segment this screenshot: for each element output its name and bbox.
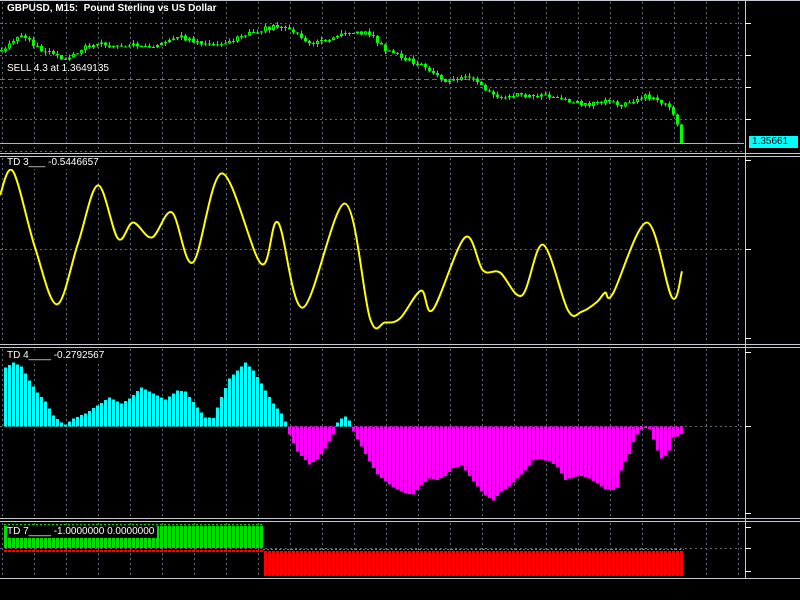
- price-scale[interactable]: 1.37220 1.36805 1.36390 1.35975 2.197084…: [746, 0, 800, 578]
- grid-lines: [0, 2, 744, 577]
- trade-sell-label: SELL 4.3 at 1.3649135: [7, 63, 109, 74]
- td7-value: -1.0000000 0.0000000: [53, 526, 155, 537]
- td7-signal-line: [4, 524, 684, 550]
- td3-name: TD 3___: [7, 157, 46, 168]
- chart-title: GBPUSD, M15: Pound Sterling vs US Dollar: [7, 3, 217, 14]
- current-price-tag: 1.35661: [749, 136, 798, 148]
- td3-line: [0, 168, 683, 330]
- td3-indicator-label: TD 3___ -0.5446657: [7, 157, 102, 169]
- td4-name: TD 4____: [7, 350, 51, 361]
- td4-indicator-label: TD 4____ -0.2792567: [7, 350, 108, 362]
- price-candles: [0, 22, 683, 144]
- td3-value: -0.5446657: [48, 157, 99, 168]
- time-axis[interactable]: 3 Feb 2026 3 Feb 21:00 4 Feb 01:00 4 Feb…: [0, 579, 800, 600]
- td4-value: -0.2792567: [53, 350, 105, 361]
- panel-separators: [0, 0, 800, 579]
- td4-histogram: [4, 362, 683, 501]
- axis-tick-marks: [745, 23, 751, 572]
- td7-name: TD 7____: [7, 526, 51, 537]
- td7-indicator-label: TD 7____ -1.0000000 0.0000000: [7, 526, 158, 538]
